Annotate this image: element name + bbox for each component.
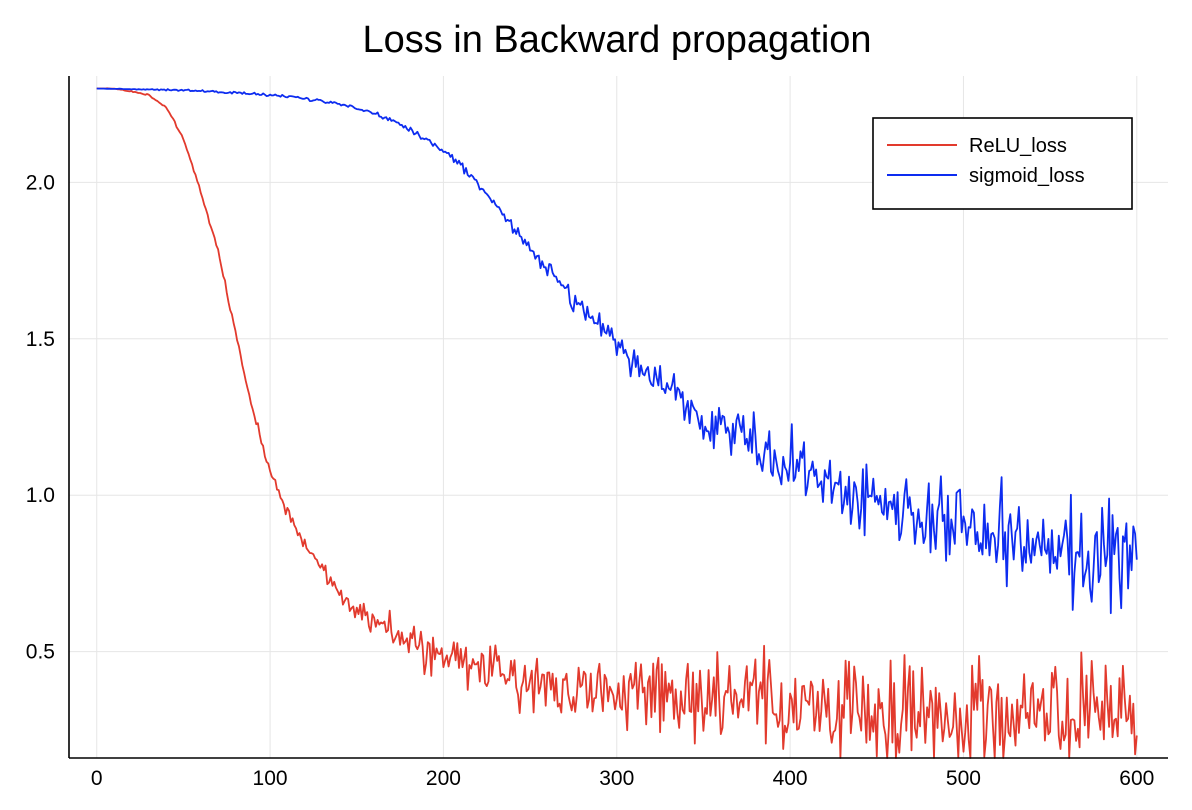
- tick-labels: 0 100 200 300 400 500 600 0.5 1.0 1.5 2.0: [26, 171, 1155, 790]
- x-tick-label: 300: [599, 767, 634, 790]
- x-tick-label: 500: [946, 767, 981, 790]
- x-tick-label: 600: [1119, 767, 1154, 790]
- x-tick-label: 200: [426, 767, 461, 790]
- series-line-ReLU_loss: [96, 87, 1138, 759]
- chart-title: Loss in Backward propagation: [362, 19, 871, 61]
- series-line-sigmoid_loss: [96, 87, 1138, 615]
- y-tick-label: 2.0: [26, 171, 55, 194]
- legend-label: sigmoid_loss: [969, 165, 1085, 187]
- series-layer: [96, 87, 1138, 759]
- x-tick-label: 0: [91, 767, 103, 790]
- y-tick-label: 1.0: [26, 484, 55, 507]
- legend-box: [872, 117, 1133, 210]
- legend: ReLU_loss sigmoid_loss: [872, 117, 1133, 210]
- axes: [68, 76, 1168, 759]
- x-tick-label: 100: [253, 767, 288, 790]
- x-tick-label: 400: [773, 767, 808, 790]
- y-tick-label: 0.5: [26, 641, 55, 664]
- y-tick-label: 1.5: [26, 328, 55, 351]
- legend-label: ReLU_loss: [969, 135, 1067, 157]
